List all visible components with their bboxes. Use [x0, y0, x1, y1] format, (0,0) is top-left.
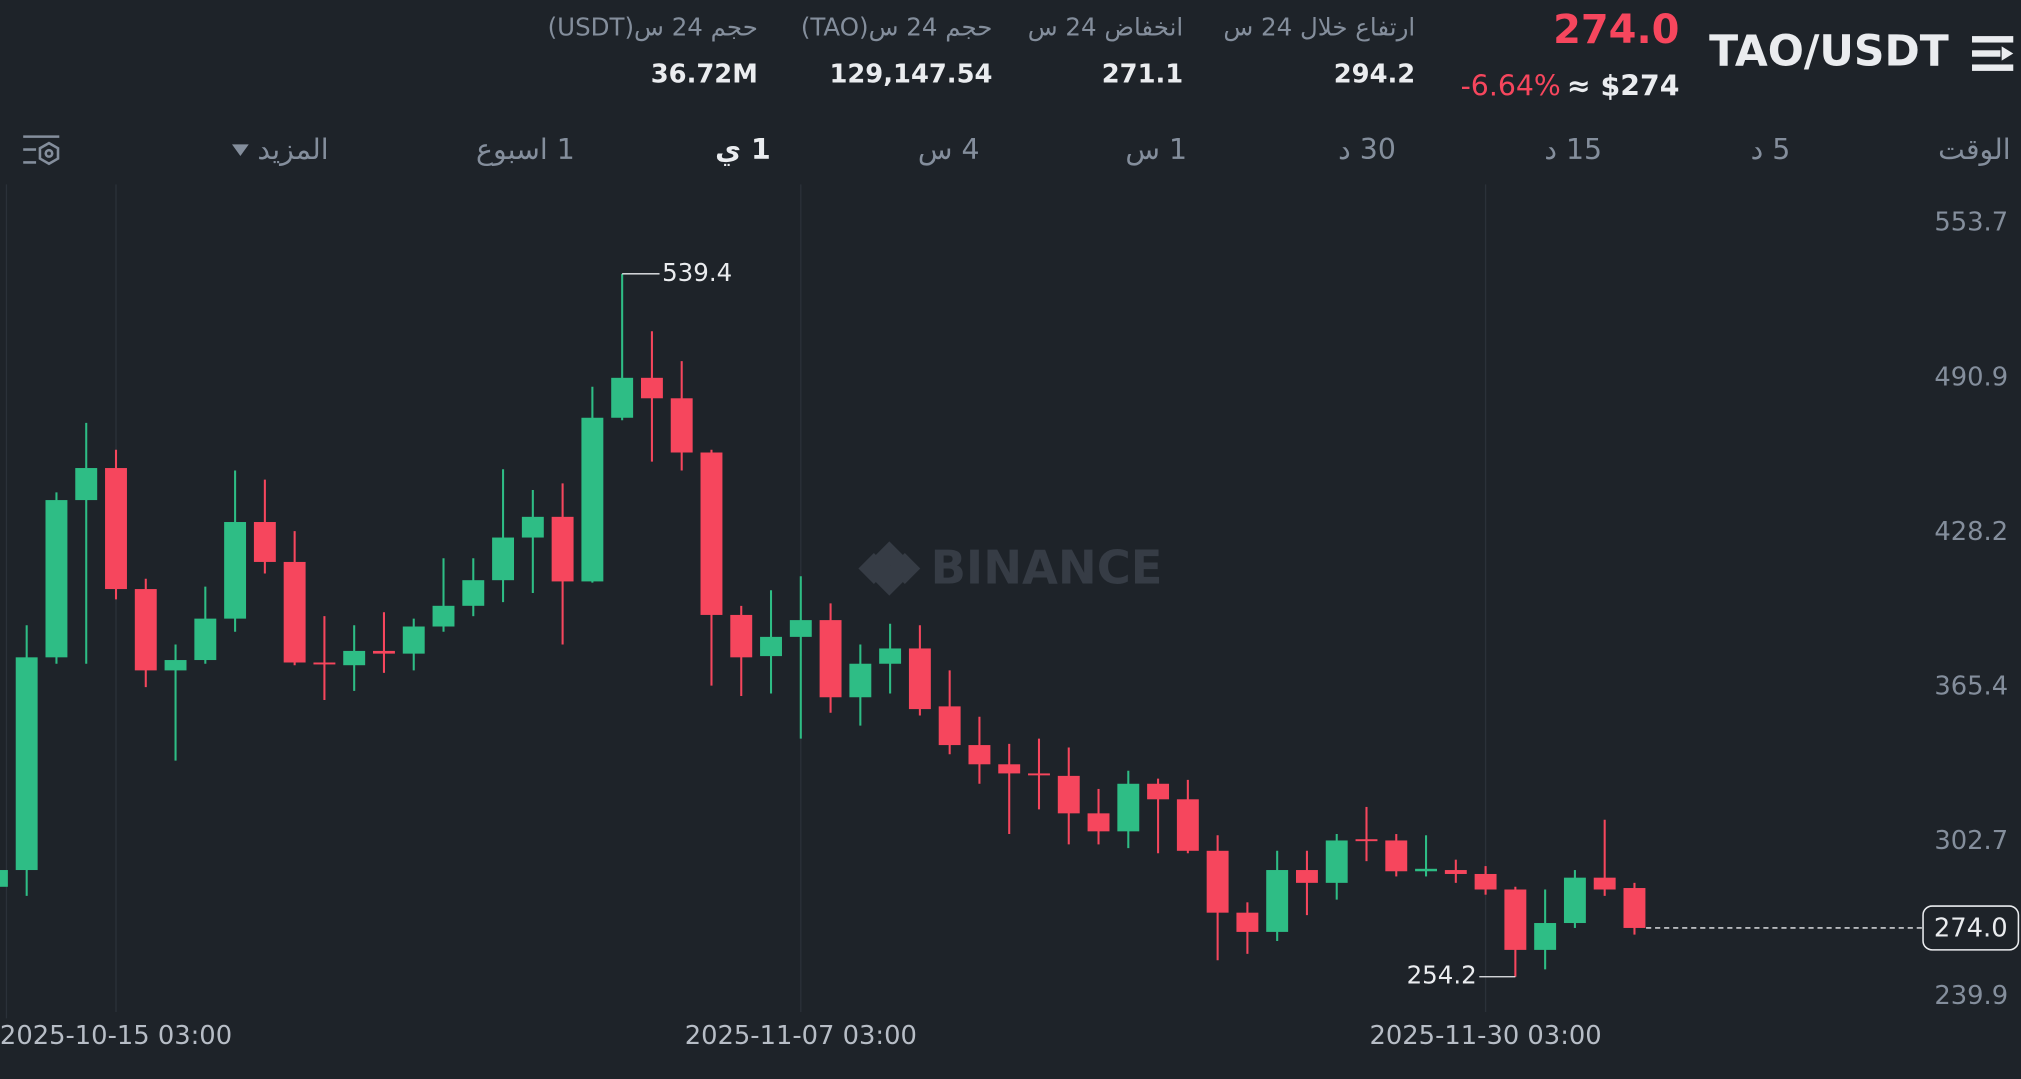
candle-body [640, 377, 663, 399]
interval-tab[interactable]: 15 د [1544, 133, 1602, 166]
last-price-tag [1922, 905, 2020, 951]
x-tick-label: 2025-11-07 03:00 [685, 1021, 917, 1051]
candle-body [819, 620, 842, 698]
candle-body [1236, 912, 1259, 932]
candle-body [670, 398, 693, 453]
interval-tab[interactable]: المزيد [257, 133, 328, 166]
candle-body [849, 663, 872, 698]
candle-body [283, 561, 306, 663]
x-tick-label: 2025-10-15 03:00 [0, 1021, 232, 1051]
stat-value: 129,147.54 [829, 59, 992, 89]
candle-body [1444, 870, 1467, 874]
stat-label: انخفاض 24 س [1028, 12, 1183, 41]
candle-body [1176, 799, 1199, 851]
y-tick-label: 428.2 [1934, 517, 2008, 547]
stat-label: حجم 24 س(USDT) [548, 12, 758, 41]
last-price: 274.0 [1553, 7, 1679, 53]
max-label: 539.4 [662, 258, 732, 287]
candle-body [938, 706, 961, 746]
candle-body [1117, 783, 1140, 832]
candle-body [0, 870, 8, 887]
watermark-logo [858, 541, 921, 596]
y-tick-label: 239.9 [1934, 981, 2008, 1011]
candle-body [1355, 839, 1378, 842]
candle-body [1087, 813, 1110, 832]
candle-body [998, 764, 1021, 774]
candle-body [521, 516, 544, 538]
y-tick-label: 365.4 [1934, 672, 2008, 702]
candle-body [164, 660, 187, 671]
candle-body [373, 650, 395, 654]
candle-body [224, 522, 247, 619]
candle-body [1593, 877, 1616, 890]
y-tick-label: 553.7 [1934, 208, 2008, 238]
price-usd: ≈ $274 [1567, 70, 1680, 103]
candle-body [879, 648, 902, 664]
stat-label: حجم 24 س(TAO) [801, 12, 993, 41]
candle-body [432, 605, 455, 627]
interval-tab[interactable]: 30 د [1338, 133, 1396, 166]
watermark: BINANCE [931, 541, 1163, 595]
candle-body [75, 468, 98, 501]
candle-body [462, 580, 485, 606]
interval-tab[interactable]: 4 س [918, 133, 980, 166]
candle-body [134, 589, 157, 671]
min-label: 254.2 [1407, 961, 1477, 990]
candle-body [908, 648, 931, 710]
candle-body [15, 657, 38, 871]
candle-body [313, 662, 336, 665]
tab-label: الوقت [1938, 133, 2011, 166]
candle-body [1534, 923, 1557, 950]
candle-body [1385, 840, 1408, 872]
interval-tab[interactable]: 1 ي [715, 133, 771, 166]
candle-body [492, 537, 515, 581]
candle-body [1147, 783, 1170, 800]
candle-body [700, 452, 723, 615]
candle-body [194, 618, 217, 661]
interval-tab[interactable]: 5 د [1751, 133, 1791, 166]
candle-body [1266, 870, 1289, 932]
stat-value: 36.72M [651, 59, 758, 89]
candle-body [551, 516, 574, 582]
candle-body [402, 626, 425, 654]
candle-body [1415, 868, 1437, 872]
candle-body [1325, 840, 1348, 883]
y-tick-label: 302.7 [1934, 826, 2008, 856]
candle-body [1295, 870, 1318, 883]
candle-body [789, 620, 812, 637]
candle-body [730, 614, 753, 658]
candle-body [1028, 773, 1050, 776]
candle-body [760, 636, 782, 657]
last-price-label: 274.0 [1934, 914, 2008, 944]
candle-body [1563, 877, 1586, 924]
candle-body [1623, 888, 1646, 928]
candle-body [1504, 889, 1527, 950]
x-tick-label: 2025-11-30 03:00 [1370, 1021, 1602, 1051]
pair-title[interactable]: TAO/USDT [1709, 28, 1949, 77]
candle-body [1057, 775, 1080, 814]
dropdown-arrow[interactable] [232, 144, 249, 156]
candle-body [581, 417, 604, 582]
candle-body [611, 377, 634, 418]
candle-body [1206, 850, 1229, 913]
settings-icon[interactable] [23, 135, 60, 166]
candle-body [105, 468, 127, 590]
candle-body [1474, 873, 1497, 890]
candle-body [253, 522, 276, 562]
y-tick-label: 490.9 [1934, 362, 2008, 392]
interval-tab[interactable]: 1 س [1125, 133, 1187, 166]
candle-body [968, 745, 991, 765]
interval-tab[interactable]: 1 اسبوع [476, 133, 575, 166]
candle-body [343, 650, 366, 666]
menu-icon[interactable] [1972, 36, 2014, 71]
stat-label: ارتفاع خلال 24 س [1223, 12, 1415, 41]
candle-body [45, 500, 68, 658]
stat-value: 271.1 [1102, 59, 1183, 89]
stat-value: 294.2 [1334, 59, 1415, 89]
price-change: -6.64% [1461, 70, 1561, 103]
